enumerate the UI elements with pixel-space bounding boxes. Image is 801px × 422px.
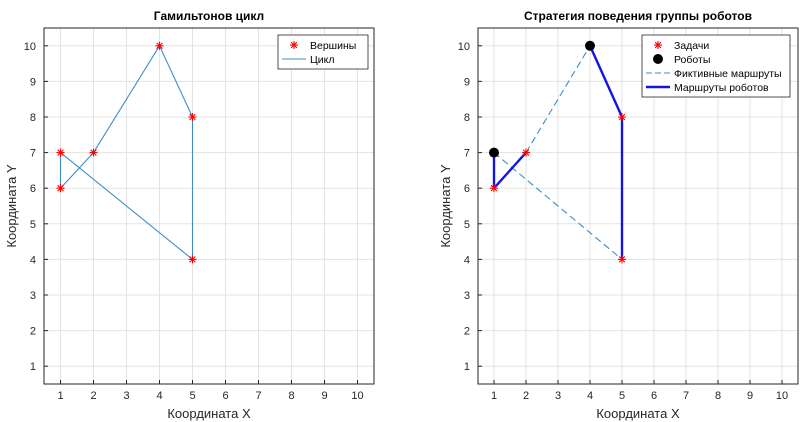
x-axis-label: Координата X: [167, 406, 251, 421]
y-tick-label: 3: [464, 290, 470, 302]
legend: Вершины Цикл: [277, 34, 369, 70]
legend-label: Задачи: [674, 40, 709, 52]
x-tick-label: 7: [255, 390, 261, 402]
data-point-star: [188, 113, 197, 121]
y-axis-label: Координата Y: [438, 164, 453, 248]
legend-symbol-star: [290, 41, 298, 49]
chart-panel-1: 1 2 3 4 5 6 7 8 9 10 1 2 3 4 5 6 7 8 9 10 Гамильтонов цикл Ко…: [4, 9, 375, 421]
y-tick-label: 4: [30, 254, 36, 266]
data-point-star: [188, 255, 197, 264]
legend-label: Роботы: [674, 54, 710, 66]
series-line-dashed-0: [493, 152, 623, 260]
legend-label: Цикл: [310, 54, 334, 66]
y-tick-label: 6: [464, 183, 470, 195]
x-axis-label: Координата X: [596, 406, 680, 421]
y-tick-label: 4: [464, 254, 470, 266]
y-tick-label: 5: [464, 219, 470, 231]
legend: Задачи Роботы Фиктивные маршруты Маршруты р…: [641, 34, 791, 98]
y-tick-label: 1: [464, 361, 470, 373]
x-tick-label: 3: [555, 390, 561, 402]
x-tick-label: 6: [651, 390, 657, 402]
x-tick-label: 4: [156, 390, 162, 402]
data-point-dot: [585, 40, 595, 51]
y-tick-label: 1: [30, 361, 36, 373]
x-tick-label: 1: [491, 390, 497, 402]
x-tick-label: 2: [90, 390, 96, 402]
data-point-star: [490, 184, 498, 193]
chart-title: Гамильтонов цикл: [154, 9, 264, 23]
y-axis-label: Координата Y: [4, 164, 19, 248]
x-tick-label: 8: [715, 390, 721, 402]
legend-symbol-dot: [653, 54, 663, 64]
data-point-star: [155, 41, 164, 50]
x-tick-label: 10: [776, 390, 788, 402]
x-tick-label: 6: [222, 390, 228, 402]
y-tick-label: 5: [30, 219, 36, 231]
data-point-star: [618, 255, 626, 264]
chart-panel-2: 1 2 3 4 5 6 7 8 9 10 1 2 3 4 5 6 7 8 9 10 Стратегия поведени…: [438, 9, 799, 421]
legend-label: Маршруты роботов: [674, 82, 769, 94]
x-tick-label: 5: [619, 390, 625, 402]
axes-box: [477, 27, 799, 385]
y-tick-label: 7: [30, 148, 36, 160]
data-point-star: [89, 148, 98, 157]
series-line-dashed-1: [525, 45, 591, 153]
x-tick-label: 9: [747, 390, 753, 402]
legend-box: [277, 34, 369, 70]
x-tick-label: 3: [123, 390, 129, 402]
y-tick-label: 6: [30, 183, 36, 195]
y-tick-label: 9: [464, 76, 470, 88]
legend-label: Фиктивные маршруты: [674, 68, 782, 80]
x-tick-label: 10: [351, 390, 363, 402]
data-point-dot: [489, 147, 499, 158]
x-tick-label: 7: [683, 390, 689, 402]
y-tick-label: 8: [464, 112, 470, 124]
data-point-star: [522, 148, 530, 157]
axes-box: [43, 27, 375, 385]
data-point-star: [56, 148, 65, 157]
data-point-star: [56, 184, 65, 193]
y-tick-label: 9: [30, 76, 36, 88]
y-tick-label: 8: [30, 112, 36, 124]
plot-area: [44, 28, 374, 384]
legend-symbol-star: [654, 41, 662, 49]
y-tick-label: 3: [30, 290, 36, 302]
x-tick-label: 8: [288, 390, 294, 402]
y-tick-label: 7: [464, 148, 470, 160]
chart-title: Стратегия поведения группы роботов: [524, 9, 752, 23]
y-tick-label: 10: [458, 41, 470, 53]
x-tick-label: 5: [189, 390, 195, 402]
y-tick-label: 2: [464, 326, 470, 338]
x-tick-label: 4: [587, 390, 593, 402]
x-tick-label: 2: [523, 390, 529, 402]
x-tick-label: 1: [57, 390, 63, 402]
y-tick-label: 2: [30, 326, 36, 338]
y-tick-label: 10: [24, 41, 36, 53]
legend-label: Вершины: [310, 40, 356, 52]
data-point-star: [618, 113, 626, 121]
x-tick-label: 9: [321, 390, 327, 402]
